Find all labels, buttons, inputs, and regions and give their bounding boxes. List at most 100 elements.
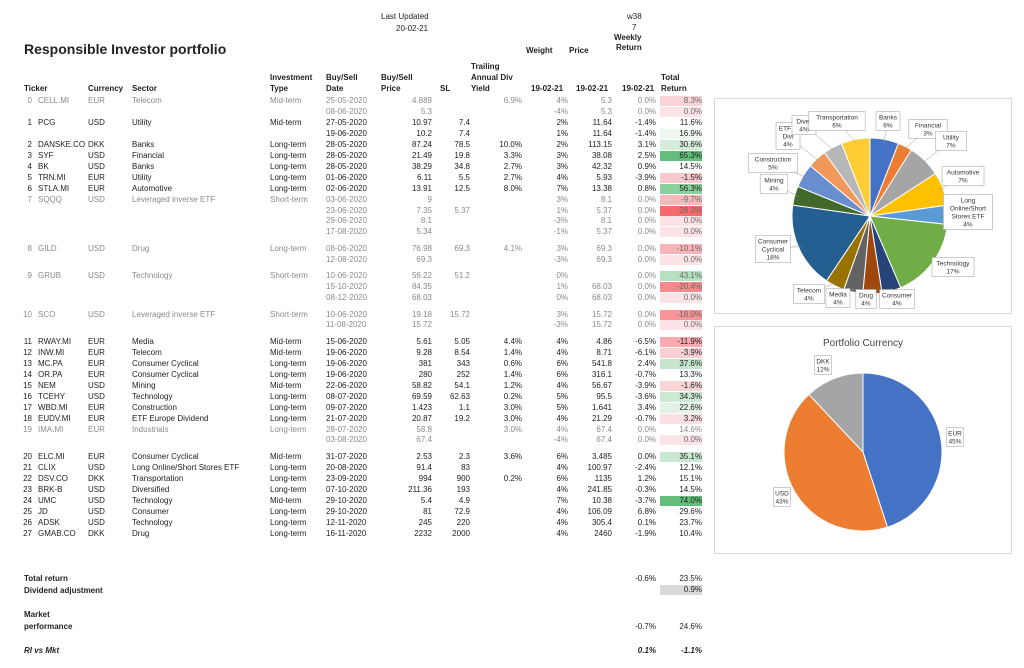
- row-24-p: 56.67: [591, 380, 612, 390]
- row-0-w: 4%: [556, 96, 568, 105]
- row-11-type: [270, 216, 324, 226]
- row-23-date: 19-06-2020: [326, 369, 367, 379]
- row-30-tot: 35.1%: [660, 451, 702, 462]
- row-25-num: 16: [23, 391, 32, 401]
- svg-text:4%: 4%: [861, 301, 871, 308]
- row-2-cur: USD: [88, 117, 105, 127]
- row-9-w: 3%: [556, 194, 568, 204]
- row-20-p: 4.86: [596, 336, 612, 346]
- row-25-sl: 62.63: [449, 391, 470, 401]
- row-29-num: [18, 435, 32, 445]
- row-20-bs: 5.61: [416, 336, 432, 346]
- row-3-cur: [88, 129, 128, 139]
- row-8-num: 6: [27, 183, 32, 193]
- row-15-sl: 51.2: [454, 271, 470, 281]
- row-13-sl: 69.3: [454, 243, 470, 253]
- row-19-type: [270, 320, 324, 330]
- row-34-bs: 5.4: [420, 495, 432, 505]
- row-13-bs: 76.98: [411, 243, 432, 253]
- row-6-sl: 34.8: [454, 161, 470, 171]
- row-9-div: [480, 195, 522, 205]
- row-0-tot: 8.3%: [660, 96, 702, 106]
- row-23-tot: 13.3%: [679, 369, 702, 379]
- row-16-type: [270, 282, 324, 292]
- row-30-w: 6%: [556, 451, 568, 461]
- row-33-date: 07-10-2020: [326, 484, 367, 494]
- row-37-date: 16-11-2020: [326, 528, 367, 538]
- row-35-div: [480, 507, 522, 517]
- row-29-w: -4%: [553, 435, 568, 445]
- row-8-tot: 56.3%: [660, 183, 702, 194]
- market-label: Market: [24, 610, 50, 619]
- dividend-adjustment-label: Dividend adjustment: [24, 586, 103, 595]
- row-23-bs: 280: [418, 369, 432, 379]
- row-19-bs: 15.72: [411, 320, 432, 330]
- row-36-w: 4%: [556, 517, 568, 527]
- row-30-div: 3.6%: [503, 451, 522, 461]
- svg-text:12%: 12%: [816, 367, 829, 374]
- row-33-sl: 193: [456, 484, 470, 494]
- row-33-div: [480, 485, 522, 495]
- svg-text:4%: 4%: [804, 296, 814, 303]
- svg-text:ETF E: ETF E: [779, 126, 798, 133]
- row-37-sector: Drug: [132, 528, 150, 538]
- row-7-num: 5: [27, 172, 32, 182]
- row-5-w: 3%: [556, 150, 568, 160]
- row-22-bs: 381: [418, 358, 432, 368]
- row-3-div: [480, 129, 522, 139]
- page-title: Responsible Investor portfolio: [24, 41, 227, 57]
- row-30-wk: 0.0%: [637, 451, 656, 461]
- row-26-cur: EUR: [88, 402, 105, 412]
- row-22-ticker: MC.PA: [38, 358, 63, 368]
- row-31-date: 20-08-2020: [326, 462, 367, 472]
- row-34-sector: Technology: [132, 495, 173, 505]
- row-25-sector: Technology: [132, 391, 173, 401]
- row-36-num: 26: [23, 517, 32, 527]
- col-header-yield: Yield: [471, 84, 490, 93]
- row-37-ticker: GMAB.CO: [38, 528, 76, 538]
- ri-vs-mkt-weekly: 0.1%: [637, 646, 656, 655]
- row-17-date: 08-12-2020: [326, 293, 367, 303]
- row-34-wk: -3.7%: [635, 495, 656, 505]
- row-24-type: Mid-term: [270, 380, 302, 390]
- row-2-num: 1: [27, 117, 32, 127]
- row-4-w: 2%: [556, 139, 568, 149]
- row-13-cur: USD: [88, 243, 105, 253]
- row-24-wk: -3.9%: [635, 380, 656, 390]
- svg-text:Media: Media: [829, 292, 847, 299]
- last-updated-label: Last Updated: [381, 12, 429, 21]
- row-25-ticker: TCEHY: [38, 391, 66, 401]
- row-11-num: [18, 216, 32, 226]
- row-30-date: 31-07-2020: [326, 451, 367, 461]
- row-10-wk: 0.0%: [637, 205, 656, 215]
- ri-vs-mkt-label: RI vs Mkt: [24, 646, 60, 655]
- row-6-p: 42.32: [591, 161, 612, 171]
- weekly-label: Weekly: [614, 33, 642, 42]
- row-37-type: Long-term: [270, 528, 307, 538]
- row-36-tot: 23.7%: [679, 517, 702, 527]
- dividend-adjustment-total: 0.9%: [660, 585, 702, 595]
- row-36-div: [480, 518, 522, 528]
- row-4-p: 113.15: [588, 139, 612, 149]
- row-32-sl: 900: [456, 473, 470, 483]
- row-31-div: [480, 463, 522, 473]
- row-1-num: [18, 107, 32, 117]
- row-15-cur: USD: [88, 271, 105, 281]
- row-2-tot: 11.6%: [679, 117, 702, 127]
- row-8-p: 13.38: [591, 183, 612, 193]
- col-header-trailing: Trailing: [471, 62, 500, 71]
- row-2-sector: Utility: [132, 117, 152, 127]
- row-31-sl: 83: [461, 462, 470, 472]
- row-25-date: 08-07-2020: [326, 391, 367, 401]
- row-4-sector: Banks: [132, 139, 155, 149]
- row-9-sl: [434, 195, 470, 205]
- row-14-date: 12-08-2020: [326, 254, 367, 264]
- row-7-ticker: TRN.MI: [38, 172, 66, 182]
- row-7-cur: EUR: [88, 172, 105, 182]
- row-10-tot: -28.3%: [660, 205, 702, 216]
- row-14-p: 69.3: [596, 254, 612, 264]
- row-4-num: 2: [27, 139, 32, 149]
- row-2-bs: 10.97: [411, 117, 432, 127]
- weight-header: Weight: [526, 46, 553, 55]
